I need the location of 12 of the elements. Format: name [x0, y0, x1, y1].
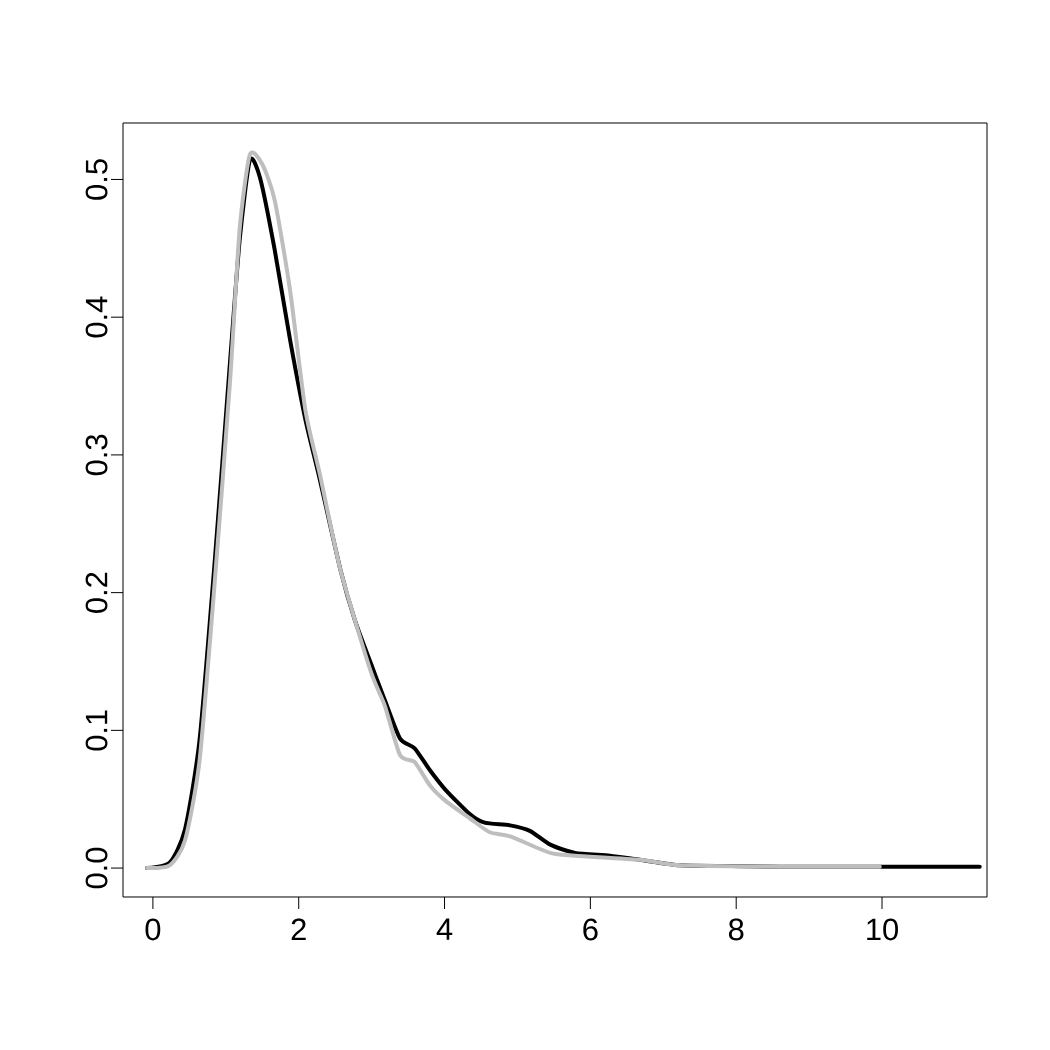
- y-tick-label: 0.2: [85, 572, 108, 613]
- y-tick-label: 0.3: [85, 434, 108, 476]
- x-tick-label: 8: [728, 918, 744, 941]
- y-tick-label: 0.1: [85, 710, 108, 751]
- y-tick-label: 0.4: [85, 296, 108, 338]
- x-tick-label: 6: [583, 918, 598, 941]
- x-tick-label: 10: [867, 918, 898, 941]
- x-tick-label: 0: [145, 918, 161, 941]
- x-tick-label: 2: [291, 918, 306, 941]
- x-tick-label: 4: [436, 918, 453, 940]
- y-tick-label: 0.5: [85, 159, 108, 200]
- y-tick-label: 0.0: [85, 847, 108, 889]
